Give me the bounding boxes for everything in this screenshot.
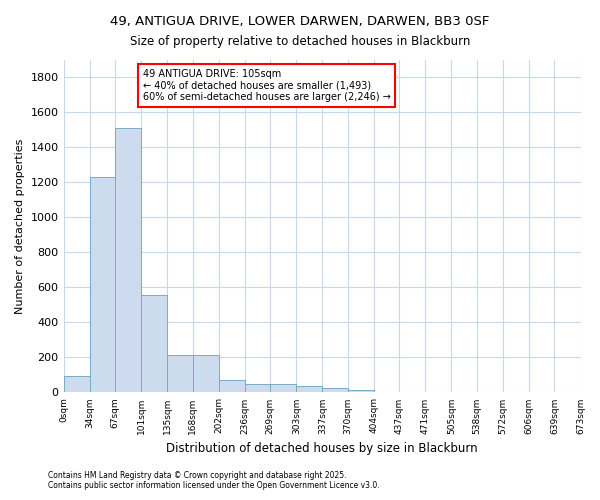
Bar [89,177,115,392]
Bar [167,355,193,393]
Bar [219,380,245,392]
Bar [322,388,348,392]
Text: 49 ANTIGUA DRIVE: 105sqm
← 40% of detached houses are smaller (1,493)
60% of sem: 49 ANTIGUA DRIVE: 105sqm ← 40% of detach… [143,68,391,102]
Bar [245,384,270,392]
Text: 49, ANTIGUA DRIVE, LOWER DARWEN, DARWEN, BB3 0SF: 49, ANTIGUA DRIVE, LOWER DARWEN, DARWEN,… [110,15,490,28]
Bar [115,128,141,392]
Bar [296,386,322,392]
Bar [348,390,374,392]
Y-axis label: Number of detached properties: Number of detached properties [15,138,25,314]
Bar [270,384,296,392]
Bar [141,295,167,392]
Bar [193,355,219,393]
Text: Size of property relative to detached houses in Blackburn: Size of property relative to detached ho… [130,35,470,48]
Text: Contains HM Land Registry data © Crown copyright and database right 2025.
Contai: Contains HM Land Registry data © Crown c… [48,470,380,490]
X-axis label: Distribution of detached houses by size in Blackburn: Distribution of detached houses by size … [166,442,478,455]
Bar [64,376,89,392]
